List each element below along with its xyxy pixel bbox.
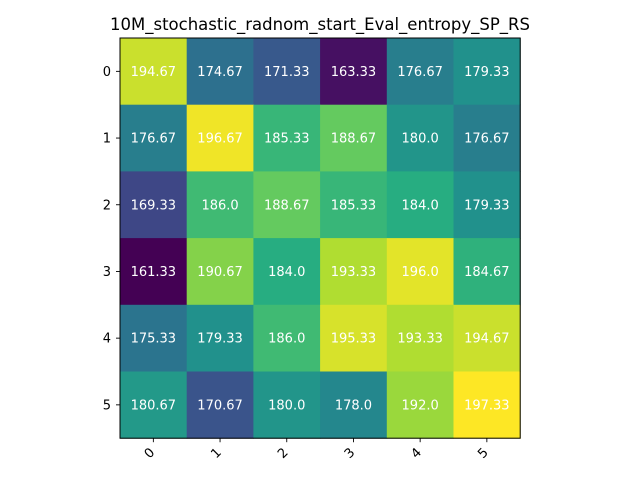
heatmap-cell [120,238,188,306]
heatmap-cell [320,104,388,172]
heatmap-cell [386,238,454,306]
heatmap-cell [320,38,388,106]
cell-value-label: 171.33 [264,65,310,80]
cell-value-label: 184.67 [464,265,510,280]
cell-value-label: 179.33 [464,65,510,80]
cell-value-label: 179.33 [197,332,243,347]
heatmap-cell [120,304,188,372]
heatmap-cell [453,371,521,439]
cell-value-label: 161.33 [131,265,177,280]
heatmap-cell [120,104,188,172]
heatmap-cell [320,371,388,439]
y-tick-label: 2 [103,198,111,213]
heatmap-cell [120,38,188,106]
heatmap-cell [120,171,188,239]
cell-value-label: 184.0 [402,198,439,213]
cell-value-label: 169.33 [131,198,177,213]
heatmap-cell [386,38,454,106]
cell-value-label: 176.67 [397,65,443,80]
heatmap-cell [186,304,254,372]
heatmap-cells [120,38,521,439]
y-tick-label: 5 [103,398,111,413]
heatmap-cell [186,38,254,106]
y-tick-label: 1 [103,132,111,147]
cell-value-label: 188.67 [331,132,377,147]
chart-title: 10M_stochastic_radnom_start_Eval_entropy… [110,15,530,35]
cell-value-label: 185.33 [264,132,310,147]
x-tick-label: 1 [208,445,224,461]
y-tick-label: 3 [103,265,111,280]
y-axis: 0 1 2 3 4 5 [103,65,120,413]
heatmap-cell [386,171,454,239]
heatmap-cell [386,371,454,439]
cell-value-label: 188.67 [264,198,310,213]
cell-value-label: 170.67 [197,398,243,413]
cell-value-label: 194.67 [464,332,510,347]
cell-value-label: 196.0 [402,265,439,280]
heatmap-cell [253,238,321,306]
heatmap-cell [186,104,254,172]
cell-value-label: 178.0 [335,398,372,413]
heatmap-cell [453,238,521,306]
cell-value-label: 179.33 [464,198,510,213]
cell-value-label: 193.33 [331,265,377,280]
cell-value-label: 184.0 [268,265,305,280]
heatmap-cell [120,371,188,439]
heatmap-cell [320,304,388,372]
x-tick-label: 0 [142,445,158,461]
cell-value-label: 180.0 [268,398,305,413]
cell-value-label: 197.33 [464,398,510,413]
cell-value-label: 194.67 [131,65,177,80]
cell-value-label: 176.67 [464,132,510,147]
heatmap-cell [186,371,254,439]
x-tick-label: 5 [475,445,491,461]
cell-value-label: 193.33 [397,332,443,347]
heatmap-cell [453,38,521,106]
cell-value-label: 176.67 [131,132,177,147]
cell-value-label: 180.67 [131,398,177,413]
heatmap-cell [453,171,521,239]
cell-value-label: 192.0 [402,398,439,413]
cell-value-label: 186.0 [201,198,238,213]
cell-value-label: 196.67 [197,132,243,147]
y-tick-label: 4 [103,332,111,347]
heatmap-cell [320,238,388,306]
heatmap-cell [186,171,254,239]
cell-value-label: 186.0 [268,332,305,347]
heatmap-cell [453,104,521,172]
heatmap-cell [453,304,521,372]
heatmap-cell [386,304,454,372]
heatmap-cell-labels: 194.67 174.67 171.33 163.33 176.67 179.33 176.… [131,65,510,414]
heatmap-cell [253,38,321,106]
heatmap-cell [253,171,321,239]
x-axis: 0 1 2 3 4 5 [142,438,492,462]
cell-value-label: 163.33 [331,65,377,80]
x-tick-label: 2 [275,445,291,461]
cell-value-label: 190.67 [197,265,243,280]
plot-frame [119,37,521,439]
cell-value-label: 180.0 [402,132,439,147]
cell-value-label: 174.67 [197,65,243,80]
heatmap-cell [320,171,388,239]
y-tick-label: 0 [103,65,111,80]
x-tick-label: 4 [409,445,425,461]
heatmap-cell [253,104,321,172]
cell-value-label: 175.33 [131,332,177,347]
heatmap-cell [253,371,321,439]
heatmap-cell [253,304,321,372]
heatmap-cell [186,238,254,306]
heatmap-cell [386,104,454,172]
cell-value-label: 185.33 [331,198,377,213]
cell-value-label: 195.33 [331,332,377,347]
x-tick-label: 3 [342,445,358,461]
